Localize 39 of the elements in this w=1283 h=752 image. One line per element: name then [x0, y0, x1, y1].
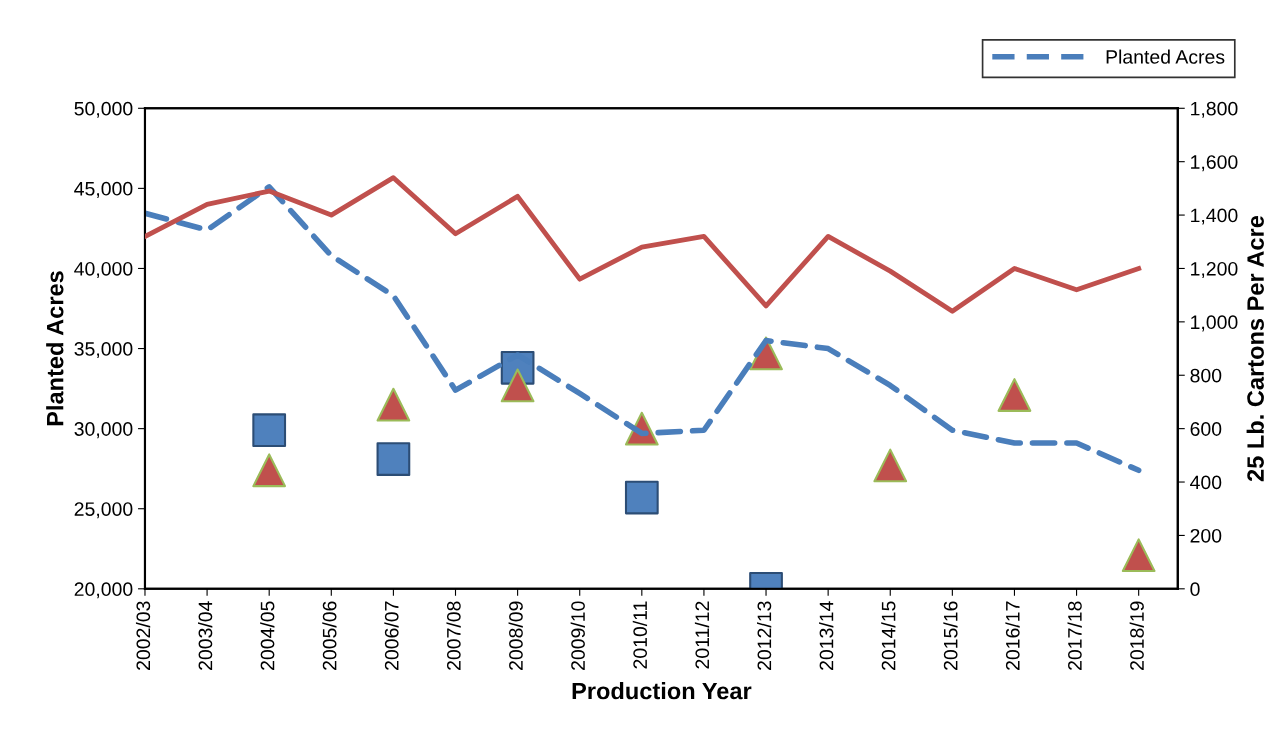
x-tick-label: 2014/15	[881, 601, 896, 670]
x-tick-label: 2010/11	[632, 601, 648, 669]
x-tick-label: 2007/08	[446, 601, 461, 670]
line-series	[144, 175, 1142, 314]
y2-tick-label: 200	[1190, 528, 1222, 543]
x-tick-label: 2009/10	[570, 601, 585, 670]
y-axis-title: Planted Acres	[46, 271, 64, 426]
x-tick-label: 2017/18	[1067, 601, 1082, 670]
x-tick-label: 2012/13	[756, 601, 772, 670]
y2-axis-title: 25 Lb. Cartons Per Acre	[1246, 215, 1264, 482]
y-tick-label: 30,000	[74, 422, 133, 439]
x-tick-label: 2004/05	[260, 601, 275, 670]
y-tick-label: 45,000	[74, 181, 133, 198]
x-tick-label: 2018/19	[1129, 601, 1144, 670]
y2-tick-label: 400	[1190, 475, 1222, 490]
x-tick-label: 2008/09	[508, 601, 523, 670]
y-tick-label: 50,000	[74, 101, 133, 118]
y-tick-label: 20,000	[74, 582, 133, 599]
y2-tick-label: 1,000	[1191, 315, 1238, 332]
x-tick-label: 2005/06	[322, 601, 337, 670]
y2-tick-label: 600	[1190, 422, 1222, 436]
y2-tick-label: 800	[1190, 368, 1222, 383]
y2-tick-label: 0	[1190, 582, 1200, 597]
text: Planted Acres	[1106, 49, 1225, 64]
y2-tick-label: 1,400	[1191, 208, 1238, 225]
y2-tick-label: 1,800	[1191, 101, 1238, 118]
x-tick-label: 2011/12	[694, 601, 710, 669]
y-tick-label: 25,000	[74, 502, 133, 519]
x-tick-label: 2002/03	[135, 601, 151, 670]
x-tick-label: 2006/07	[384, 601, 399, 670]
x-axis-title: Production Year	[572, 682, 752, 700]
y-tick-label: 35,000	[74, 342, 133, 359]
y2-tick-label: 1,200	[1191, 261, 1238, 278]
x-tick-label: 2013/14	[819, 601, 834, 670]
x-tick-label: 2015/16	[943, 601, 958, 670]
x-tick-label: 2016/17	[1005, 601, 1020, 670]
y2-tick-label: 1,600	[1191, 155, 1238, 172]
x-tick-label: 2003/04	[198, 601, 213, 670]
y-tick-label: 40,000	[74, 261, 133, 278]
